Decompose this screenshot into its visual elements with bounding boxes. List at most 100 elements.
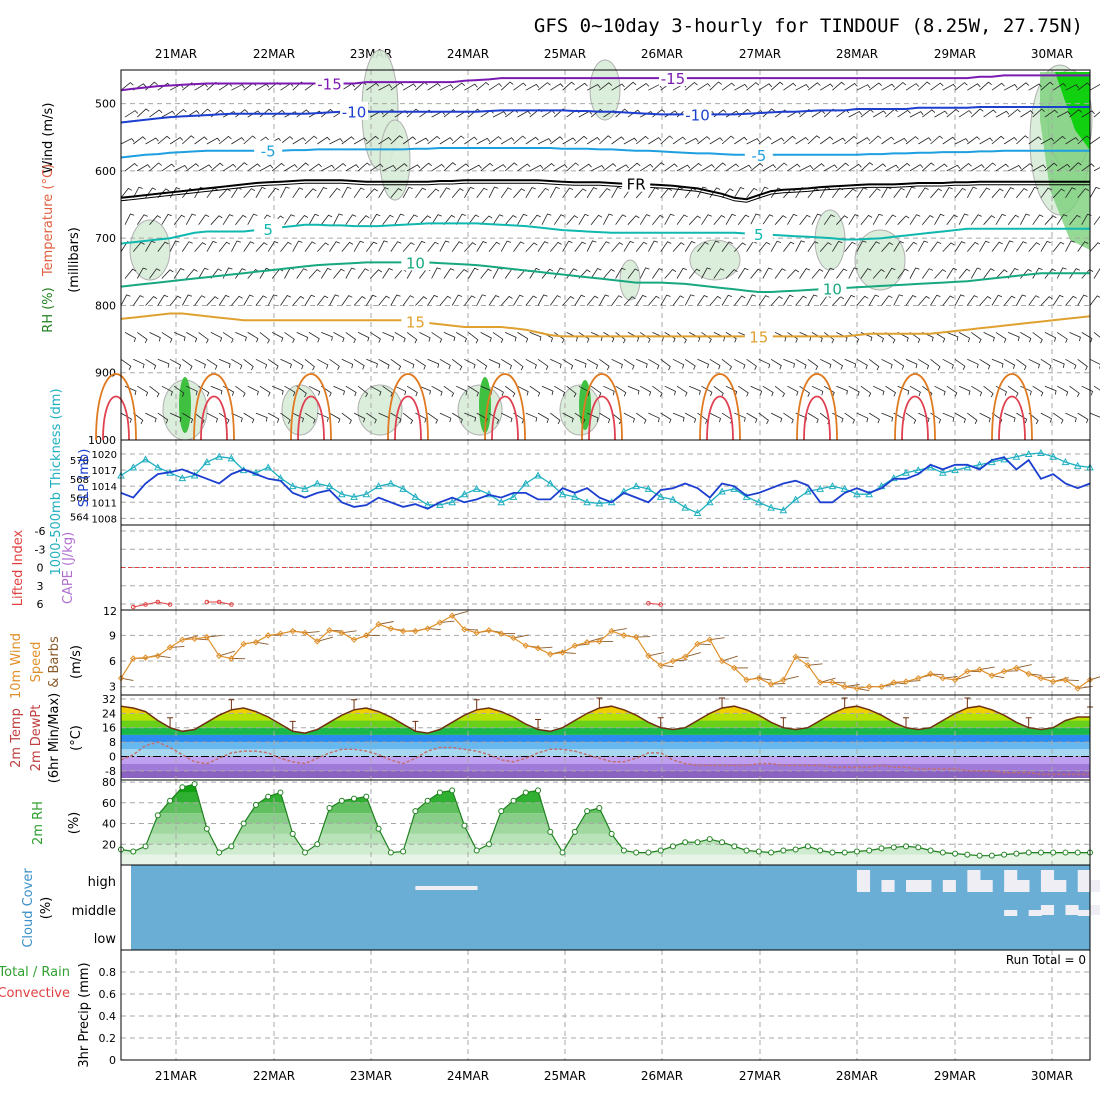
- wind-barb: [905, 294, 917, 306]
- wind-barb: [1069, 268, 1080, 279]
- wind-barb: [709, 240, 720, 252]
- wind-barb: [917, 240, 929, 252]
- rh-point: [485, 841, 492, 848]
- wind-barb: [1044, 385, 1057, 395]
- wind-barb: [746, 294, 757, 306]
- wind-barb: [1032, 267, 1043, 279]
- wind10m-point: [338, 629, 345, 637]
- wind-barb: [366, 412, 377, 424]
- wind-barb: [157, 241, 169, 252]
- temp-minmax-bar: [596, 697, 603, 708]
- slp-point: [485, 490, 493, 498]
- slp-point: [767, 503, 775, 511]
- wind-barb: [623, 412, 635, 423]
- temp-minmax-bar: [351, 699, 358, 710]
- wind10m-point: [559, 649, 566, 656]
- wind-barb: [758, 295, 770, 306]
- bottom-date-label: 25MAR: [544, 1069, 586, 1083]
- wind-barb: [807, 135, 821, 145]
- wind-barb: [770, 358, 782, 370]
- wind-barb: [590, 267, 602, 279]
- cape-point: [130, 604, 136, 610]
- wind10m-point: [117, 674, 125, 682]
- wind10m-point: [240, 640, 247, 648]
- wind-barb: [243, 412, 255, 424]
- wind-barb: [562, 240, 573, 252]
- wind-barb: [697, 136, 711, 145]
- contour-label-bg: [401, 311, 430, 330]
- wind-barb: [1069, 109, 1083, 118]
- wind-barb: [1003, 295, 1016, 306]
- wind-barb: [468, 332, 479, 344]
- wind-barb: [488, 358, 501, 369]
- wind-barb: [157, 188, 170, 199]
- slp-point: [387, 479, 395, 487]
- rh-point: [792, 846, 799, 853]
- wind-barb: [553, 267, 565, 279]
- wind-barb: [406, 164, 421, 172]
- cloud-level-label: low: [94, 932, 117, 947]
- wind10m-point: [902, 678, 910, 685]
- wind-barb: [431, 163, 445, 172]
- wind-barb: [635, 294, 647, 306]
- top-date-label: 29MAR: [934, 47, 976, 61]
- wind-barb: [967, 412, 978, 425]
- rh-point: [130, 848, 137, 855]
- contour-label-bg: [340, 101, 369, 120]
- warm-contour: [290, 373, 332, 441]
- wind10m-point: [228, 655, 235, 662]
- wind-barb: [402, 136, 416, 145]
- wind-barb: [1065, 412, 1077, 423]
- wind-barb: [451, 82, 465, 91]
- wind-barb: [893, 241, 904, 252]
- wind-barb: [868, 294, 880, 306]
- wind-barb: [500, 240, 512, 252]
- wind10m-point: [853, 685, 861, 692]
- wind-barb: [218, 294, 230, 306]
- wind10m-point: [1037, 674, 1045, 682]
- wind-barb: [1093, 267, 1100, 279]
- wind-barb: [149, 268, 161, 279]
- wind-barb: [550, 412, 561, 425]
- wind-barb: [210, 268, 222, 279]
- wind-barb: [272, 385, 284, 395]
- wind-barb: [795, 295, 807, 306]
- wind-barb: [255, 295, 267, 306]
- wind-barb: [1016, 82, 1030, 91]
- wind-barb: [198, 332, 209, 344]
- wind-barb: [733, 295, 746, 306]
- wind-barb: [492, 214, 504, 225]
- wind-barb: [378, 295, 390, 306]
- rh-point: [669, 843, 676, 850]
- wind-barb: [758, 83, 772, 91]
- wind-barb: [762, 267, 773, 279]
- wind-barb: [664, 213, 675, 225]
- wind10m-barb: [820, 677, 836, 683]
- wind-barb: [1003, 136, 1018, 145]
- wind-barb: [697, 358, 709, 369]
- wind-barb: [1007, 332, 1020, 342]
- cape-point: [216, 599, 222, 605]
- wind-barb: [599, 294, 610, 306]
- wind10m-point: [264, 632, 272, 639]
- thickness-line: [120, 456, 1091, 510]
- wind10m-point: [461, 626, 468, 633]
- temp-minmax-bar: [964, 697, 971, 708]
- wind-barb: [382, 214, 394, 225]
- slp-point: [754, 498, 763, 506]
- pressure-tick-label: 500: [95, 98, 116, 111]
- wind-barb: [971, 164, 985, 172]
- wind-barb: [345, 164, 360, 172]
- wind-barb: [615, 164, 629, 172]
- wind-barb: [1028, 83, 1042, 91]
- wind-barb: [574, 241, 586, 252]
- wind-barb: [746, 138, 760, 145]
- rh2m-panel: 20 40 60 80: [102, 776, 1093, 866]
- wind-barb: [390, 135, 404, 145]
- wind-barb: [206, 358, 218, 370]
- wind-barb: [120, 187, 133, 199]
- isotherm-line: [120, 74, 1090, 92]
- wind10m-point: [890, 679, 897, 686]
